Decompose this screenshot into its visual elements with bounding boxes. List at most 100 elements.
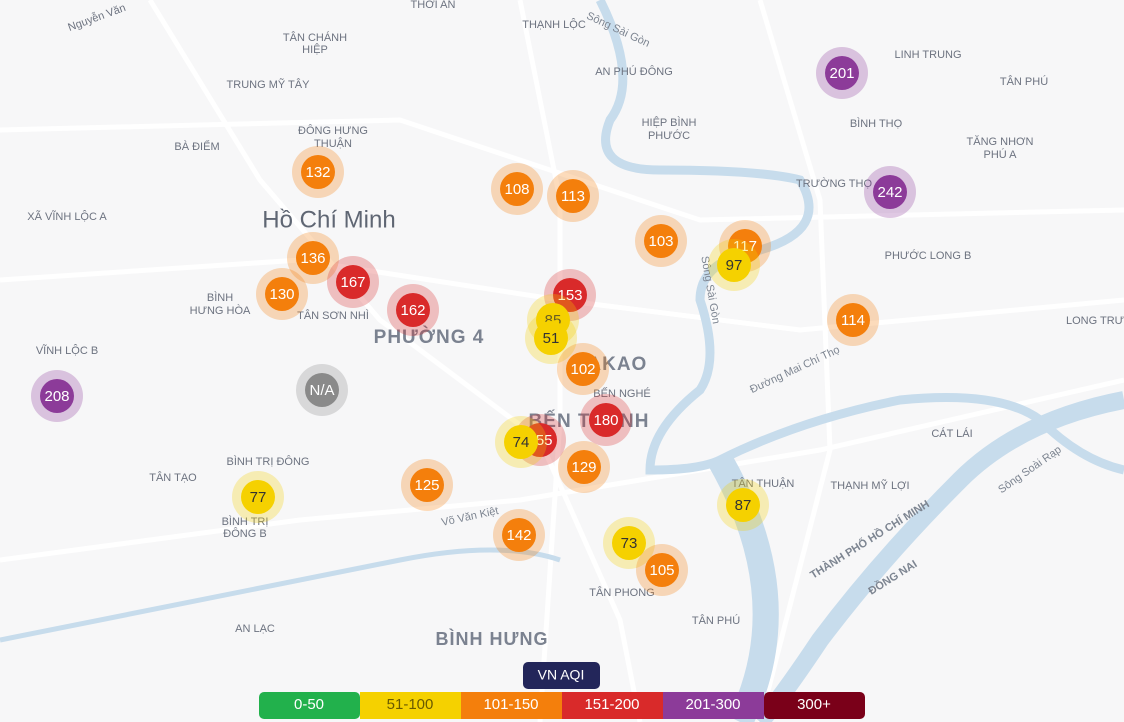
marker-value: 74 <box>513 434 530 451</box>
marker-dot <box>305 373 339 407</box>
place-label: THUẬN <box>314 137 352 150</box>
marker-dot <box>410 468 444 502</box>
place-label: TÂN PHONG <box>589 586 654 599</box>
marker-value: N/A <box>309 382 334 399</box>
marker-dot <box>825 56 859 90</box>
aqi-marker: 162 <box>387 284 439 336</box>
place-label: HIỆP BÌNH <box>642 116 697 129</box>
place-label: BÌNH TRỊ ĐÔNG <box>227 455 310 468</box>
marker-value: 201 <box>829 65 854 82</box>
marker-value: 73 <box>621 535 638 552</box>
place-label: BÌNH <box>207 291 233 304</box>
marker-value: 142 <box>506 527 531 544</box>
place-label: TÂN SƠN NHÌ <box>297 309 369 322</box>
place-label: BÌNH TRỊ <box>222 515 269 528</box>
legend-label: 0-50 <box>294 696 324 713</box>
place-label: THỚI AN <box>411 0 456 11</box>
marker-dot <box>296 241 330 275</box>
aqi-marker: 142 <box>493 509 545 561</box>
marker-dot <box>241 480 275 514</box>
aqi-marker: 130 <box>256 268 308 320</box>
place-label: ĐÔNG HƯNG <box>298 124 368 137</box>
marker-dot <box>726 488 760 522</box>
marker-dot <box>612 526 646 560</box>
aqi-marker: 132 <box>292 146 344 198</box>
place-label: PHƯỚC <box>648 129 690 142</box>
marker-value: 125 <box>414 477 439 494</box>
aqi-marker: N/A <box>296 364 348 416</box>
marker-value: 51 <box>543 330 560 347</box>
place-label: XÃ VĨNH LỘC A <box>27 210 107 223</box>
place-label: PHƯỚC LONG B <box>885 249 972 262</box>
aqi-marker: 87 <box>717 479 769 531</box>
marker-dot <box>504 425 538 459</box>
marker-value: 105 <box>649 562 674 579</box>
marker-dot <box>873 175 907 209</box>
legend-label: 201-300 <box>685 696 740 713</box>
major-place-label: PHƯỜNG 4 <box>374 326 485 348</box>
marker-dot <box>336 265 370 299</box>
aqi-marker: 77 <box>232 471 284 523</box>
legend-swatch <box>764 692 865 719</box>
marker-dot <box>502 518 536 552</box>
aqi-marker: 103 <box>635 215 687 267</box>
aqi-marker: 114 <box>827 294 879 346</box>
marker-value: 167 <box>340 274 365 291</box>
aqi-marker: 136 <box>287 232 339 284</box>
marker-value: 102 <box>570 361 595 378</box>
aqi-marker: 242 <box>864 166 916 218</box>
place-label: BẾN NGHÉ <box>593 387 650 400</box>
place-label: LINH TRUNG <box>894 49 961 61</box>
place-label: HIỆP <box>302 43 328 56</box>
place-label: BÌNH THỌ <box>850 117 903 130</box>
legend-title: VN AQI <box>538 667 585 683</box>
place-label: TĂNG NHƠN <box>967 135 1034 148</box>
marker-dot <box>644 224 678 258</box>
marker-value: 114 <box>841 312 865 329</box>
legend-swatch <box>259 692 360 719</box>
aqi-marker: 167 <box>327 256 379 308</box>
marker-dot <box>301 155 335 189</box>
marker-dot <box>567 450 601 484</box>
marker-value: 108 <box>504 181 529 198</box>
marker-value: 129 <box>571 459 596 476</box>
marker-value: 103 <box>648 233 673 250</box>
marker-dot <box>566 352 600 386</box>
aqi-marker: 73 <box>603 517 655 569</box>
marker-value: 242 <box>877 184 902 201</box>
marker-value: 132 <box>305 164 330 181</box>
legend-label: 51-100 <box>387 696 434 713</box>
major-place-label: BÌNH HƯNG <box>436 628 549 649</box>
place-label: PHÚ A <box>983 148 1017 161</box>
aqi-marker: 108 <box>491 163 543 215</box>
legend-title-box <box>523 662 600 689</box>
place-label: LONG TRƯ <box>1066 315 1124 327</box>
marker-value: 208 <box>44 388 69 405</box>
aqi-marker: 102 <box>557 343 609 395</box>
marker-dot <box>556 179 590 213</box>
place-label: VĨNH LỘC B <box>36 344 98 357</box>
legend-swatch <box>663 692 764 719</box>
marker-dot <box>589 403 623 437</box>
place-label: THẠNH MỸ LỢI <box>830 479 909 492</box>
marker-dot <box>717 248 751 282</box>
aqi-marker: 125 <box>401 459 453 511</box>
place-label: TRƯỜNG THỌ <box>796 177 873 190</box>
place-label: Nguyễn Văn <box>66 1 127 34</box>
legend-label: 101-150 <box>483 696 538 713</box>
place-label: TÂN TẠO <box>149 471 197 484</box>
aqi-marker: 74 <box>495 416 547 468</box>
aqi-marker: 97 <box>708 239 760 291</box>
place-label: TÂN PHÚ <box>692 614 740 627</box>
marker-dot <box>645 553 679 587</box>
aqi-marker: 180 <box>580 394 632 446</box>
aqi-marker: 129 <box>558 441 610 493</box>
aqi-marker: 201 <box>816 47 868 99</box>
aqi-marker: 113 <box>547 170 599 222</box>
marker-value: 136 <box>300 250 325 267</box>
legend-swatch <box>360 692 461 719</box>
marker-dot <box>836 303 870 337</box>
place-label: TÂN THUẬN <box>732 477 795 490</box>
aqi-marker: 105 <box>636 544 688 596</box>
